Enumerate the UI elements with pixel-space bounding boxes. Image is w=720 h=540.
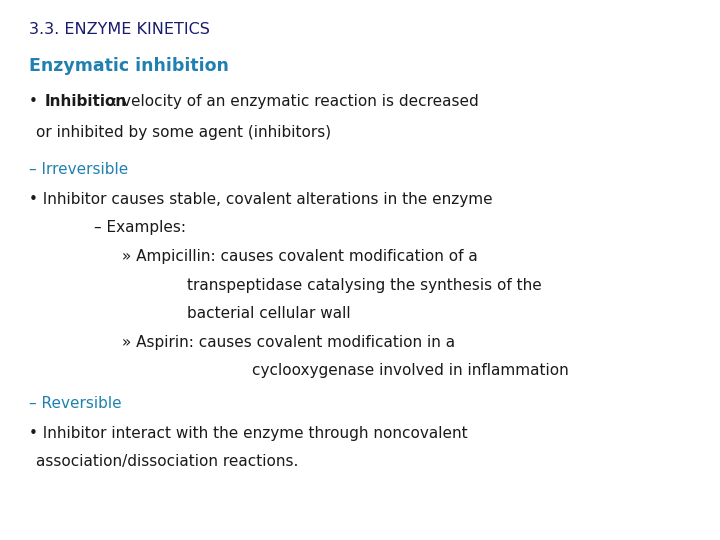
Text: • Inhibitor causes stable, covalent alterations in the enzyme: • Inhibitor causes stable, covalent alte… (29, 192, 492, 207)
Text: • Inhibitor interact with the enzyme through noncovalent: • Inhibitor interact with the enzyme thr… (29, 426, 467, 441)
Text: – Irreversible: – Irreversible (29, 162, 128, 177)
Text: association/dissociation reactions.: association/dissociation reactions. (36, 454, 298, 469)
Text: or inhibited by some agent (inhibitors): or inhibited by some agent (inhibitors) (36, 125, 331, 140)
Text: 3.3. ENZYME KINETICS: 3.3. ENZYME KINETICS (29, 22, 210, 37)
Text: Inhibition: Inhibition (45, 94, 127, 109)
Text: Enzymatic inhibition: Enzymatic inhibition (29, 57, 229, 75)
Text: •: • (29, 94, 42, 109)
Text: » Aspirin: causes covalent modification in a: » Aspirin: causes covalent modification … (122, 335, 456, 350)
Text: cyclooxygenase involved in inflammation: cyclooxygenase involved in inflammation (252, 363, 569, 379)
Text: – Reversible: – Reversible (29, 396, 122, 411)
Text: – Examples:: – Examples: (94, 220, 186, 235)
Text: » Ampicillin: causes covalent modification of a: » Ampicillin: causes covalent modificati… (122, 249, 478, 264)
Text: transpeptidase catalysing the synthesis of the: transpeptidase catalysing the synthesis … (187, 278, 542, 293)
Text: bacterial cellular wall: bacterial cellular wall (187, 306, 351, 321)
Text: : velocity of an enzymatic reaction is decreased: : velocity of an enzymatic reaction is d… (112, 94, 479, 109)
